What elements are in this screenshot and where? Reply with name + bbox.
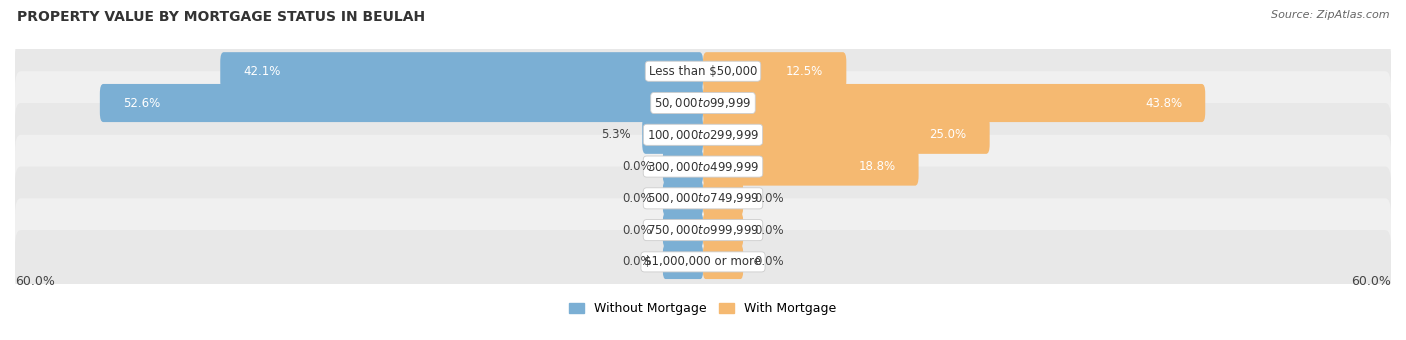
FancyBboxPatch shape: [703, 84, 1205, 122]
Text: $50,000 to $99,999: $50,000 to $99,999: [654, 96, 752, 110]
Text: $1,000,000 or more: $1,000,000 or more: [644, 255, 762, 268]
FancyBboxPatch shape: [15, 198, 1391, 262]
Text: 0.0%: 0.0%: [755, 224, 785, 237]
Text: 60.0%: 60.0%: [1351, 275, 1391, 288]
Text: 43.8%: 43.8%: [1144, 97, 1182, 109]
FancyBboxPatch shape: [15, 135, 1391, 198]
Text: 18.8%: 18.8%: [859, 160, 896, 173]
FancyBboxPatch shape: [15, 230, 1391, 294]
FancyBboxPatch shape: [703, 181, 744, 216]
Text: 0.0%: 0.0%: [755, 255, 785, 268]
FancyBboxPatch shape: [703, 245, 744, 279]
Text: 0.0%: 0.0%: [621, 192, 651, 205]
FancyBboxPatch shape: [15, 39, 1391, 103]
FancyBboxPatch shape: [662, 181, 703, 216]
Legend: Without Mortgage, With Mortgage: Without Mortgage, With Mortgage: [564, 297, 842, 320]
Text: 60.0%: 60.0%: [15, 275, 55, 288]
FancyBboxPatch shape: [703, 148, 918, 186]
Text: $750,000 to $999,999: $750,000 to $999,999: [647, 223, 759, 237]
Text: 0.0%: 0.0%: [755, 192, 785, 205]
Text: PROPERTY VALUE BY MORTGAGE STATUS IN BEULAH: PROPERTY VALUE BY MORTGAGE STATUS IN BEU…: [17, 10, 425, 24]
Text: 5.3%: 5.3%: [602, 128, 631, 141]
FancyBboxPatch shape: [662, 245, 703, 279]
Text: $500,000 to $749,999: $500,000 to $749,999: [647, 191, 759, 205]
Text: Source: ZipAtlas.com: Source: ZipAtlas.com: [1271, 10, 1389, 20]
FancyBboxPatch shape: [221, 52, 703, 90]
Text: 0.0%: 0.0%: [621, 160, 651, 173]
FancyBboxPatch shape: [15, 71, 1391, 135]
Text: 52.6%: 52.6%: [122, 97, 160, 109]
Text: $100,000 to $299,999: $100,000 to $299,999: [647, 128, 759, 142]
FancyBboxPatch shape: [703, 116, 990, 154]
Text: 0.0%: 0.0%: [621, 255, 651, 268]
FancyBboxPatch shape: [15, 103, 1391, 167]
FancyBboxPatch shape: [703, 213, 744, 247]
Text: 12.5%: 12.5%: [786, 65, 824, 78]
FancyBboxPatch shape: [15, 167, 1391, 230]
FancyBboxPatch shape: [703, 52, 846, 90]
Text: Less than $50,000: Less than $50,000: [648, 65, 758, 78]
Text: $300,000 to $499,999: $300,000 to $499,999: [647, 159, 759, 173]
FancyBboxPatch shape: [662, 213, 703, 247]
Text: 25.0%: 25.0%: [929, 128, 967, 141]
Text: 42.1%: 42.1%: [243, 65, 281, 78]
FancyBboxPatch shape: [662, 149, 703, 184]
FancyBboxPatch shape: [643, 116, 703, 154]
FancyBboxPatch shape: [100, 84, 703, 122]
Text: 0.0%: 0.0%: [621, 224, 651, 237]
